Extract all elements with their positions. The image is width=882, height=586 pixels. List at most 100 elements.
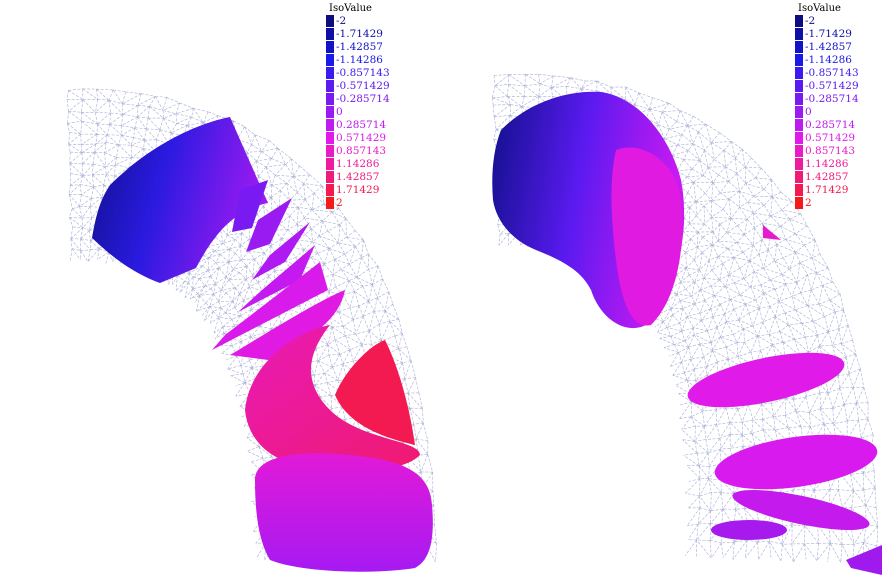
legend-color-swatch	[795, 144, 803, 157]
legend-color-swatch	[795, 53, 803, 66]
legend-color-swatch	[795, 196, 803, 209]
legend-color-swatch	[795, 118, 803, 131]
legend-color-swatch	[795, 183, 803, 196]
legend-label: 2	[336, 196, 343, 209]
isosurface-stripe	[232, 180, 268, 232]
isosurface-magenta-lobe	[611, 147, 683, 326]
legend-entry: -0.857143	[795, 66, 859, 79]
legend-entry: 0.857143	[326, 144, 390, 157]
legend-color-swatch	[795, 170, 803, 183]
legend-entry: 2	[795, 196, 859, 209]
legend-title: IsoValue	[329, 3, 372, 14]
legend-color-swatch	[795, 105, 803, 118]
legend-entry: 0.285714	[795, 118, 859, 131]
legend-color-swatch	[326, 157, 334, 170]
legend-entry: -1.71429	[795, 27, 859, 40]
legend-color-swatch	[795, 79, 803, 92]
legend-label: -0.285714	[805, 92, 859, 105]
legend-label: -2	[805, 14, 816, 27]
legend-color-swatch	[795, 66, 803, 79]
legend-label: -1.42857	[336, 40, 383, 53]
isovalue-plot-left: IsoValue -2 -1.71429 -1.42857 -1.14286 -0.85…	[66, 3, 437, 572]
legend-color-swatch	[795, 157, 803, 170]
legend-color-swatch	[795, 131, 803, 144]
legend-label: -0.571429	[336, 79, 390, 92]
legend-color-swatch	[795, 92, 803, 105]
legend-color-swatch	[326, 40, 334, 53]
legend-color-swatch	[326, 131, 334, 144]
legend-entry: 0	[326, 105, 390, 118]
legend-entry: -0.285714	[326, 92, 390, 105]
legend-entry: -1.71429	[326, 27, 390, 40]
legend-color-swatch	[326, 118, 334, 131]
legend-color-swatch	[326, 183, 334, 196]
legend-entries: -2 -1.71429 -1.42857 -1.14286 -0.857143 -0.57…	[326, 14, 390, 209]
legend-entry: 1.14286	[795, 157, 859, 170]
legend-entry: -1.14286	[795, 53, 859, 66]
legend-color-swatch	[326, 14, 334, 27]
pipe-bend-mesh-left	[66, 88, 437, 572]
isosurface-pink-lobe	[245, 325, 420, 470]
legend-entry: -0.285714	[795, 92, 859, 105]
legend-entry: -1.42857	[795, 40, 859, 53]
isosurface-stripe	[212, 262, 328, 350]
legend-label: 1.14286	[805, 157, 849, 170]
isosurface-stripe	[252, 222, 310, 280]
legend-color-swatch	[326, 170, 334, 183]
isosurface-ellipse	[687, 352, 845, 408]
legend-entry: 0.285714	[326, 118, 390, 131]
legend-label: 0.857143	[336, 144, 387, 157]
legend-label: 0.285714	[336, 118, 387, 131]
legend-entries: -2 -1.71429 -1.42857 -1.14286 -0.857143 -0.57…	[795, 14, 859, 209]
legend-label: 0.571429	[805, 131, 856, 144]
legend-color-swatch	[326, 92, 334, 105]
legend-entry: 1.14286	[326, 157, 390, 170]
legend-label: -1.42857	[805, 40, 852, 53]
legend-label: -1.71429	[805, 27, 852, 40]
legend-color-swatch	[326, 53, 334, 66]
legend-entry: -2	[326, 14, 390, 27]
legend-entry: 2	[326, 196, 390, 209]
isosurface-ellipse	[732, 490, 870, 530]
legend-label: -0.857143	[805, 66, 859, 79]
legend-entry: 1.71429	[326, 183, 390, 196]
legend-right: IsoValue -2 -1.71429 -1.42857 -1.14286 -0.85…	[795, 4, 859, 209]
legend-entry: -2	[795, 14, 859, 27]
legend-label: 2	[805, 196, 812, 209]
legend-entry: 0.857143	[795, 144, 859, 157]
legend-color-swatch	[795, 27, 803, 40]
legend-color-swatch	[326, 66, 334, 79]
legend-label: 0	[805, 105, 812, 118]
legend-entry: 0.571429	[326, 131, 390, 144]
legend-color-swatch	[795, 40, 803, 53]
isovalue-plot-right: IsoValue -2 -1.71429 -1.42857 -1.14286 -0.85…	[441, 0, 882, 586]
isosurface-ellipse	[714, 434, 878, 490]
legend-entry: -0.571429	[795, 79, 859, 92]
isosurface-blue-band	[92, 117, 268, 283]
legend-label: 0.571429	[336, 131, 387, 144]
legend-color-swatch	[326, 105, 334, 118]
legend-title: IsoValue	[798, 3, 841, 14]
isosurface-red-lobe	[335, 340, 415, 445]
legend-label: 1.14286	[336, 157, 380, 170]
isosurface-stripe	[246, 198, 292, 252]
legend-label: -1.14286	[336, 53, 383, 66]
legend-entry: 1.71429	[795, 183, 859, 196]
legend-color-swatch	[326, 144, 334, 157]
legend-label: -1.71429	[336, 27, 383, 40]
legend-label: 0.285714	[805, 118, 856, 131]
legend-label: 0	[336, 105, 343, 118]
legend-entry: 0	[795, 105, 859, 118]
legend-entry: -1.42857	[326, 40, 390, 53]
isosurface-magenta-base	[255, 453, 433, 572]
legend-color-swatch	[326, 79, 334, 92]
legend-label: 1.71429	[805, 183, 849, 196]
isosurface-ellipse	[711, 520, 787, 540]
isosurface-stripe	[238, 245, 315, 312]
legend-color-swatch	[326, 196, 334, 209]
legend-label: -0.857143	[336, 66, 390, 79]
legend-color-swatch	[795, 14, 803, 27]
pipe-bend-mesh-right	[492, 73, 882, 575]
legend-entry: -0.857143	[326, 66, 390, 79]
legend-label: -0.571429	[805, 79, 859, 92]
